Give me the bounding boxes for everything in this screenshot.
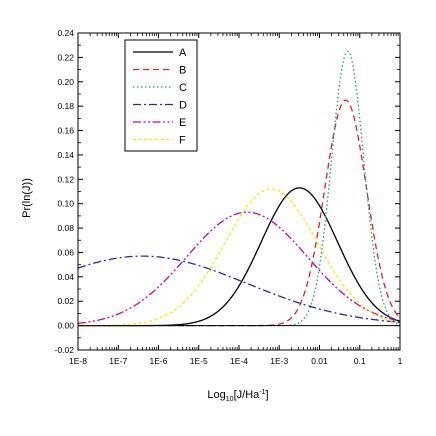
y-tick-label: 0.22 (57, 52, 74, 62)
x-tick-label: 0.01 (311, 356, 328, 366)
x-axis-title-close: ] (266, 389, 269, 401)
legend-label-f: F (179, 135, 186, 147)
y-tick-label: 0.16 (57, 126, 74, 136)
axes: 1E-8 1E-7 1E-6 1E-5 1E-4 1E-3 0.01 0.1 1 -0.02 0.0… (55, 28, 403, 366)
legend-box (124, 39, 198, 152)
y-tick-label: 0.12 (57, 174, 74, 184)
y-tick-label: 0.06 (57, 247, 74, 257)
x-tick-label: 1E-6 (150, 356, 168, 366)
x-axis-title: Log10[J/Ha-1] (207, 389, 268, 403)
x-tick-label: 1E-5 (190, 356, 208, 366)
series-line-d (77, 255, 401, 323)
y-tick-label: 0.10 (57, 199, 74, 209)
x-tick-label: 1E-7 (109, 356, 127, 366)
x-axis-title-main: Log (207, 389, 225, 401)
legend-label-e: E (179, 117, 186, 129)
series-line-e (77, 211, 401, 325)
x-tick-label: 1E-8 (69, 356, 87, 366)
y-axis-title: Pr(ln(J)) (21, 178, 33, 218)
x-axis-title-sup: -1 (259, 389, 265, 396)
x-tick-label: 0.1 (354, 356, 366, 366)
legend-label-c: C (179, 82, 187, 94)
x-tick-label: 1E-4 (230, 356, 248, 366)
legend-label-a: A (179, 47, 187, 59)
y-tick-label: 0.04 (57, 272, 74, 282)
legend-label-b: B (179, 65, 186, 77)
x-axis-title-sub: 10 (226, 396, 234, 403)
y-tick-label: 0.18 (57, 101, 74, 111)
y-tick-label: 0.14 (57, 150, 74, 160)
x-axis-title-rest: [J/Ha (234, 389, 261, 401)
y-tick-label: -0.02 (55, 345, 75, 355)
legend-label-d: D (179, 100, 187, 112)
y-tick-label: 0.24 (57, 28, 74, 38)
x-tick-label: 1 (398, 356, 403, 366)
y-tick-label: 0.08 (57, 223, 74, 233)
series-line-f (78, 188, 401, 327)
y-tick-label: 0.20 (57, 77, 74, 87)
y-tick-label: 0.02 (57, 296, 74, 306)
y-tick-label: 0.00 (57, 321, 74, 331)
x-tick-label: 1E-3 (270, 356, 288, 366)
